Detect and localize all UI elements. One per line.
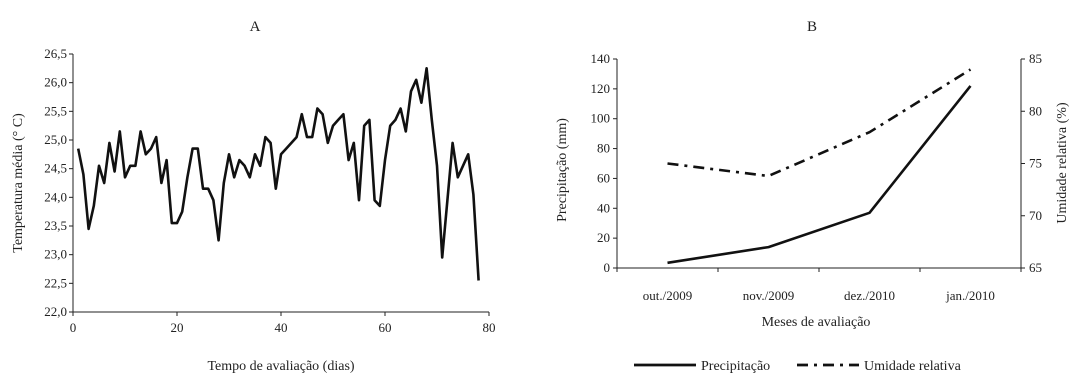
chart-b-left-tick-label: 40 <box>597 200 610 215</box>
chart-a: A 22,0 22,5 23,0 23,5 24,0 24,5 25,0 25,5 26,0 26… <box>11 19 496 374</box>
chart-a-y-tick-label: 23,5 <box>44 218 67 233</box>
chart-b-legend-label: Umidade relativa <box>864 359 962 374</box>
chart-b-series-line-1 <box>667 68 972 178</box>
chart-a-x-tick-label: 60 <box>379 320 392 335</box>
chart-b-right-tick-label: 75 <box>1029 156 1042 171</box>
chart-b-right-tick-label: 85 <box>1029 51 1042 66</box>
chart-b-x-tick-label: nov./2009 <box>743 288 795 303</box>
chart-b-left-tick-label: 60 <box>597 170 610 185</box>
chart-a-x-label: Tempo de avaliação (dias) <box>207 359 354 374</box>
chart-b: B 0 20 40 60 80 100 120 140 65 70 75 80 85 out./200… <box>555 19 1070 374</box>
chart-b-left-tick-label: 140 <box>591 51 611 66</box>
chart-b-right-tick-label: 80 <box>1029 103 1042 118</box>
chart-b-x-tick-label: out./2009 <box>643 288 692 303</box>
chart-b-legend-label: Precipitação <box>701 359 770 374</box>
chart-b-left-tick-label: 20 <box>597 230 610 245</box>
chart-a-x-tick-label: 20 <box>171 320 184 335</box>
chart-b-left-tick-label: 80 <box>597 141 610 156</box>
chart-b-left-tick-label: 100 <box>591 111 611 126</box>
chart-b-left-tick-label: 0 <box>604 260 611 275</box>
chart-b-right-tick-label: 65 <box>1029 260 1042 275</box>
chart-b-legend: Precipitação Umidade relativa <box>634 359 962 374</box>
chart-a-x-tick-label: 40 <box>275 320 288 335</box>
chart-b-series <box>667 68 972 265</box>
chart-a-y-tick-label: 23,0 <box>44 247 67 262</box>
chart-a-x-tick-label: 0 <box>70 320 77 335</box>
chart-b-right-ticks: 65 70 75 80 85 <box>1021 51 1042 275</box>
chart-a-series <box>76 67 480 281</box>
chart-b-x-tick-label: dez./2010 <box>844 288 895 303</box>
chart-b-x-tick-label: jan./2010 <box>945 288 995 303</box>
chart-b-left-tick-label: 120 <box>591 81 611 96</box>
chart-a-y-tick-label: 25,0 <box>44 132 67 147</box>
chart-a-title: A <box>250 19 261 35</box>
chart-a-y-label: Temperatura média (° C) <box>11 113 26 253</box>
chart-a-y-ticks: 22,0 22,5 23,0 23,5 24,0 24,5 25,0 25,5 26,0 26,5 <box>44 46 73 319</box>
chart-a-y-tick-label: 26,5 <box>44 46 67 61</box>
chart-b-title: B <box>807 19 817 35</box>
chart-b-right-tick-label: 70 <box>1029 208 1042 223</box>
chart-a-x-tick-label: 80 <box>483 320 496 335</box>
chart-b-x-ticks: out./2009 nov./2009 dez./2010 jan./2010 <box>616 268 1022 303</box>
chart-b-x-label: Meses de avaliação <box>762 315 871 330</box>
chart-a-x-ticks: 0 20 40 60 80 <box>70 312 496 335</box>
chart-a-y-tick-label: 24,5 <box>44 161 67 176</box>
chart-a-y-tick-label: 22,0 <box>44 304 67 319</box>
chart-a-temperature-line <box>76 67 480 281</box>
chart-a-y-tick-label: 25,5 <box>44 103 67 118</box>
chart-a-y-tick-label: 24,0 <box>44 189 67 204</box>
chart-b-y-label: Precipitação (mm) <box>555 118 570 222</box>
chart-a-y-tick-label: 22,5 <box>44 275 67 290</box>
chart-b-left-ticks: 0 20 40 60 80 100 120 140 <box>591 51 617 275</box>
chart-b-series-line-0 <box>667 85 972 265</box>
chart-b-y2-label: Umidade relativa (%) <box>1055 102 1070 224</box>
chart-a-y-tick-label: 26,0 <box>44 75 67 90</box>
